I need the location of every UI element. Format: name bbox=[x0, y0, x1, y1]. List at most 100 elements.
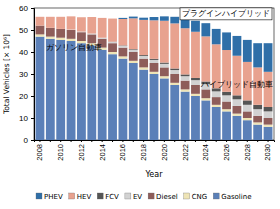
tick-label: 2014 bbox=[98, 144, 107, 161]
tick-label: 20 bbox=[19, 92, 28, 101]
bar bbox=[243, 111, 252, 118]
bar bbox=[98, 18, 107, 38]
tick-label: 2008 bbox=[35, 144, 44, 161]
bar bbox=[36, 17, 45, 26]
bar bbox=[212, 105, 221, 107]
legend-label: EV bbox=[133, 193, 142, 201]
bar bbox=[77, 32, 86, 41]
bar bbox=[87, 17, 96, 18]
bar bbox=[87, 17, 96, 34]
bar bbox=[67, 39, 76, 41]
bar bbox=[150, 20, 159, 59]
tick: 2022 bbox=[181, 140, 190, 161]
bar bbox=[139, 20, 148, 55]
tick bbox=[236, 140, 237, 142]
tick bbox=[216, 140, 217, 142]
tick-mark bbox=[122, 140, 123, 142]
tick-mark bbox=[31, 74, 34, 75]
bar bbox=[160, 64, 169, 68]
tick-label: 2010 bbox=[56, 144, 65, 161]
bar bbox=[129, 61, 138, 63]
tick-mark bbox=[247, 140, 248, 142]
bar bbox=[264, 118, 273, 125]
tick: 20 bbox=[19, 92, 34, 101]
tick: 2024 bbox=[201, 140, 210, 161]
bar bbox=[253, 116, 262, 123]
tick: 2016 bbox=[118, 140, 127, 161]
bar bbox=[222, 102, 231, 110]
tick-mark bbox=[236, 140, 237, 142]
bar bbox=[118, 48, 127, 57]
bar bbox=[139, 67, 148, 69]
tick-mark bbox=[154, 140, 155, 142]
tick-mark bbox=[185, 140, 186, 142]
tick: 50 bbox=[19, 26, 34, 35]
bar bbox=[108, 54, 117, 140]
bar bbox=[181, 89, 190, 91]
annotation: プラグインハイブリッド bbox=[182, 9, 270, 18]
bar bbox=[170, 69, 179, 71]
bar bbox=[201, 100, 210, 140]
bar bbox=[212, 97, 221, 105]
tick-label: 0 bbox=[24, 136, 29, 145]
annotation: ガソリン自動車 bbox=[46, 43, 102, 52]
legend-item: HEV bbox=[69, 193, 92, 201]
tick-mark bbox=[205, 140, 206, 142]
bar bbox=[233, 56, 242, 96]
bar bbox=[253, 43, 262, 67]
tick: 40 bbox=[19, 48, 34, 57]
legend-swatch bbox=[97, 193, 103, 199]
bar bbox=[77, 17, 86, 18]
legend-label: Gasoline bbox=[221, 193, 251, 201]
bar bbox=[150, 60, 159, 63]
tick: 0 bbox=[24, 136, 34, 145]
bar bbox=[108, 18, 117, 19]
bar bbox=[160, 78, 169, 140]
bars bbox=[36, 16, 273, 140]
bar bbox=[264, 111, 273, 118]
tick bbox=[50, 140, 51, 142]
bar bbox=[56, 29, 65, 38]
bar bbox=[201, 98, 210, 100]
bar bbox=[118, 59, 127, 140]
legend-label: FCV bbox=[105, 193, 119, 201]
bar bbox=[56, 17, 65, 29]
legend-label: PHEV bbox=[44, 193, 63, 201]
tick-mark bbox=[31, 8, 34, 9]
bar bbox=[150, 72, 159, 74]
bar bbox=[233, 114, 242, 116]
tick: 60 bbox=[19, 4, 34, 13]
tick: 2028 bbox=[243, 140, 252, 161]
bar bbox=[77, 17, 86, 31]
bar bbox=[170, 74, 179, 83]
series bbox=[118, 16, 272, 71]
bar bbox=[36, 37, 45, 140]
tick-mark bbox=[268, 140, 269, 142]
bar bbox=[253, 125, 262, 140]
tick bbox=[71, 140, 72, 142]
tick-label: 2024 bbox=[201, 144, 210, 161]
bar bbox=[46, 28, 55, 37]
chart: 0102030405060200820102012201420162018202… bbox=[0, 0, 280, 209]
tick-label: 30 bbox=[19, 70, 28, 79]
bar bbox=[253, 122, 262, 124]
legend-label: CNG bbox=[192, 193, 208, 201]
bar bbox=[264, 43, 273, 72]
tick-mark bbox=[112, 140, 113, 142]
bar bbox=[222, 92, 231, 96]
legend-item: Diesel bbox=[148, 193, 178, 201]
x-axis: 2008201020122014201620182020202220242026… bbox=[35, 140, 275, 161]
tick-mark bbox=[91, 140, 92, 142]
bar bbox=[56, 16, 65, 17]
bar bbox=[170, 85, 179, 140]
legend-item: CNG bbox=[184, 193, 208, 201]
tick-mark bbox=[174, 140, 175, 142]
bar bbox=[212, 107, 221, 140]
legend-item: PHEV bbox=[36, 193, 63, 201]
bar bbox=[191, 21, 200, 32]
annotation-box: プラグインハイブリッド bbox=[180, 8, 272, 20]
tick-mark bbox=[50, 140, 51, 142]
bar bbox=[243, 118, 252, 120]
bar bbox=[56, 40, 65, 140]
tick: 2010 bbox=[56, 140, 65, 161]
